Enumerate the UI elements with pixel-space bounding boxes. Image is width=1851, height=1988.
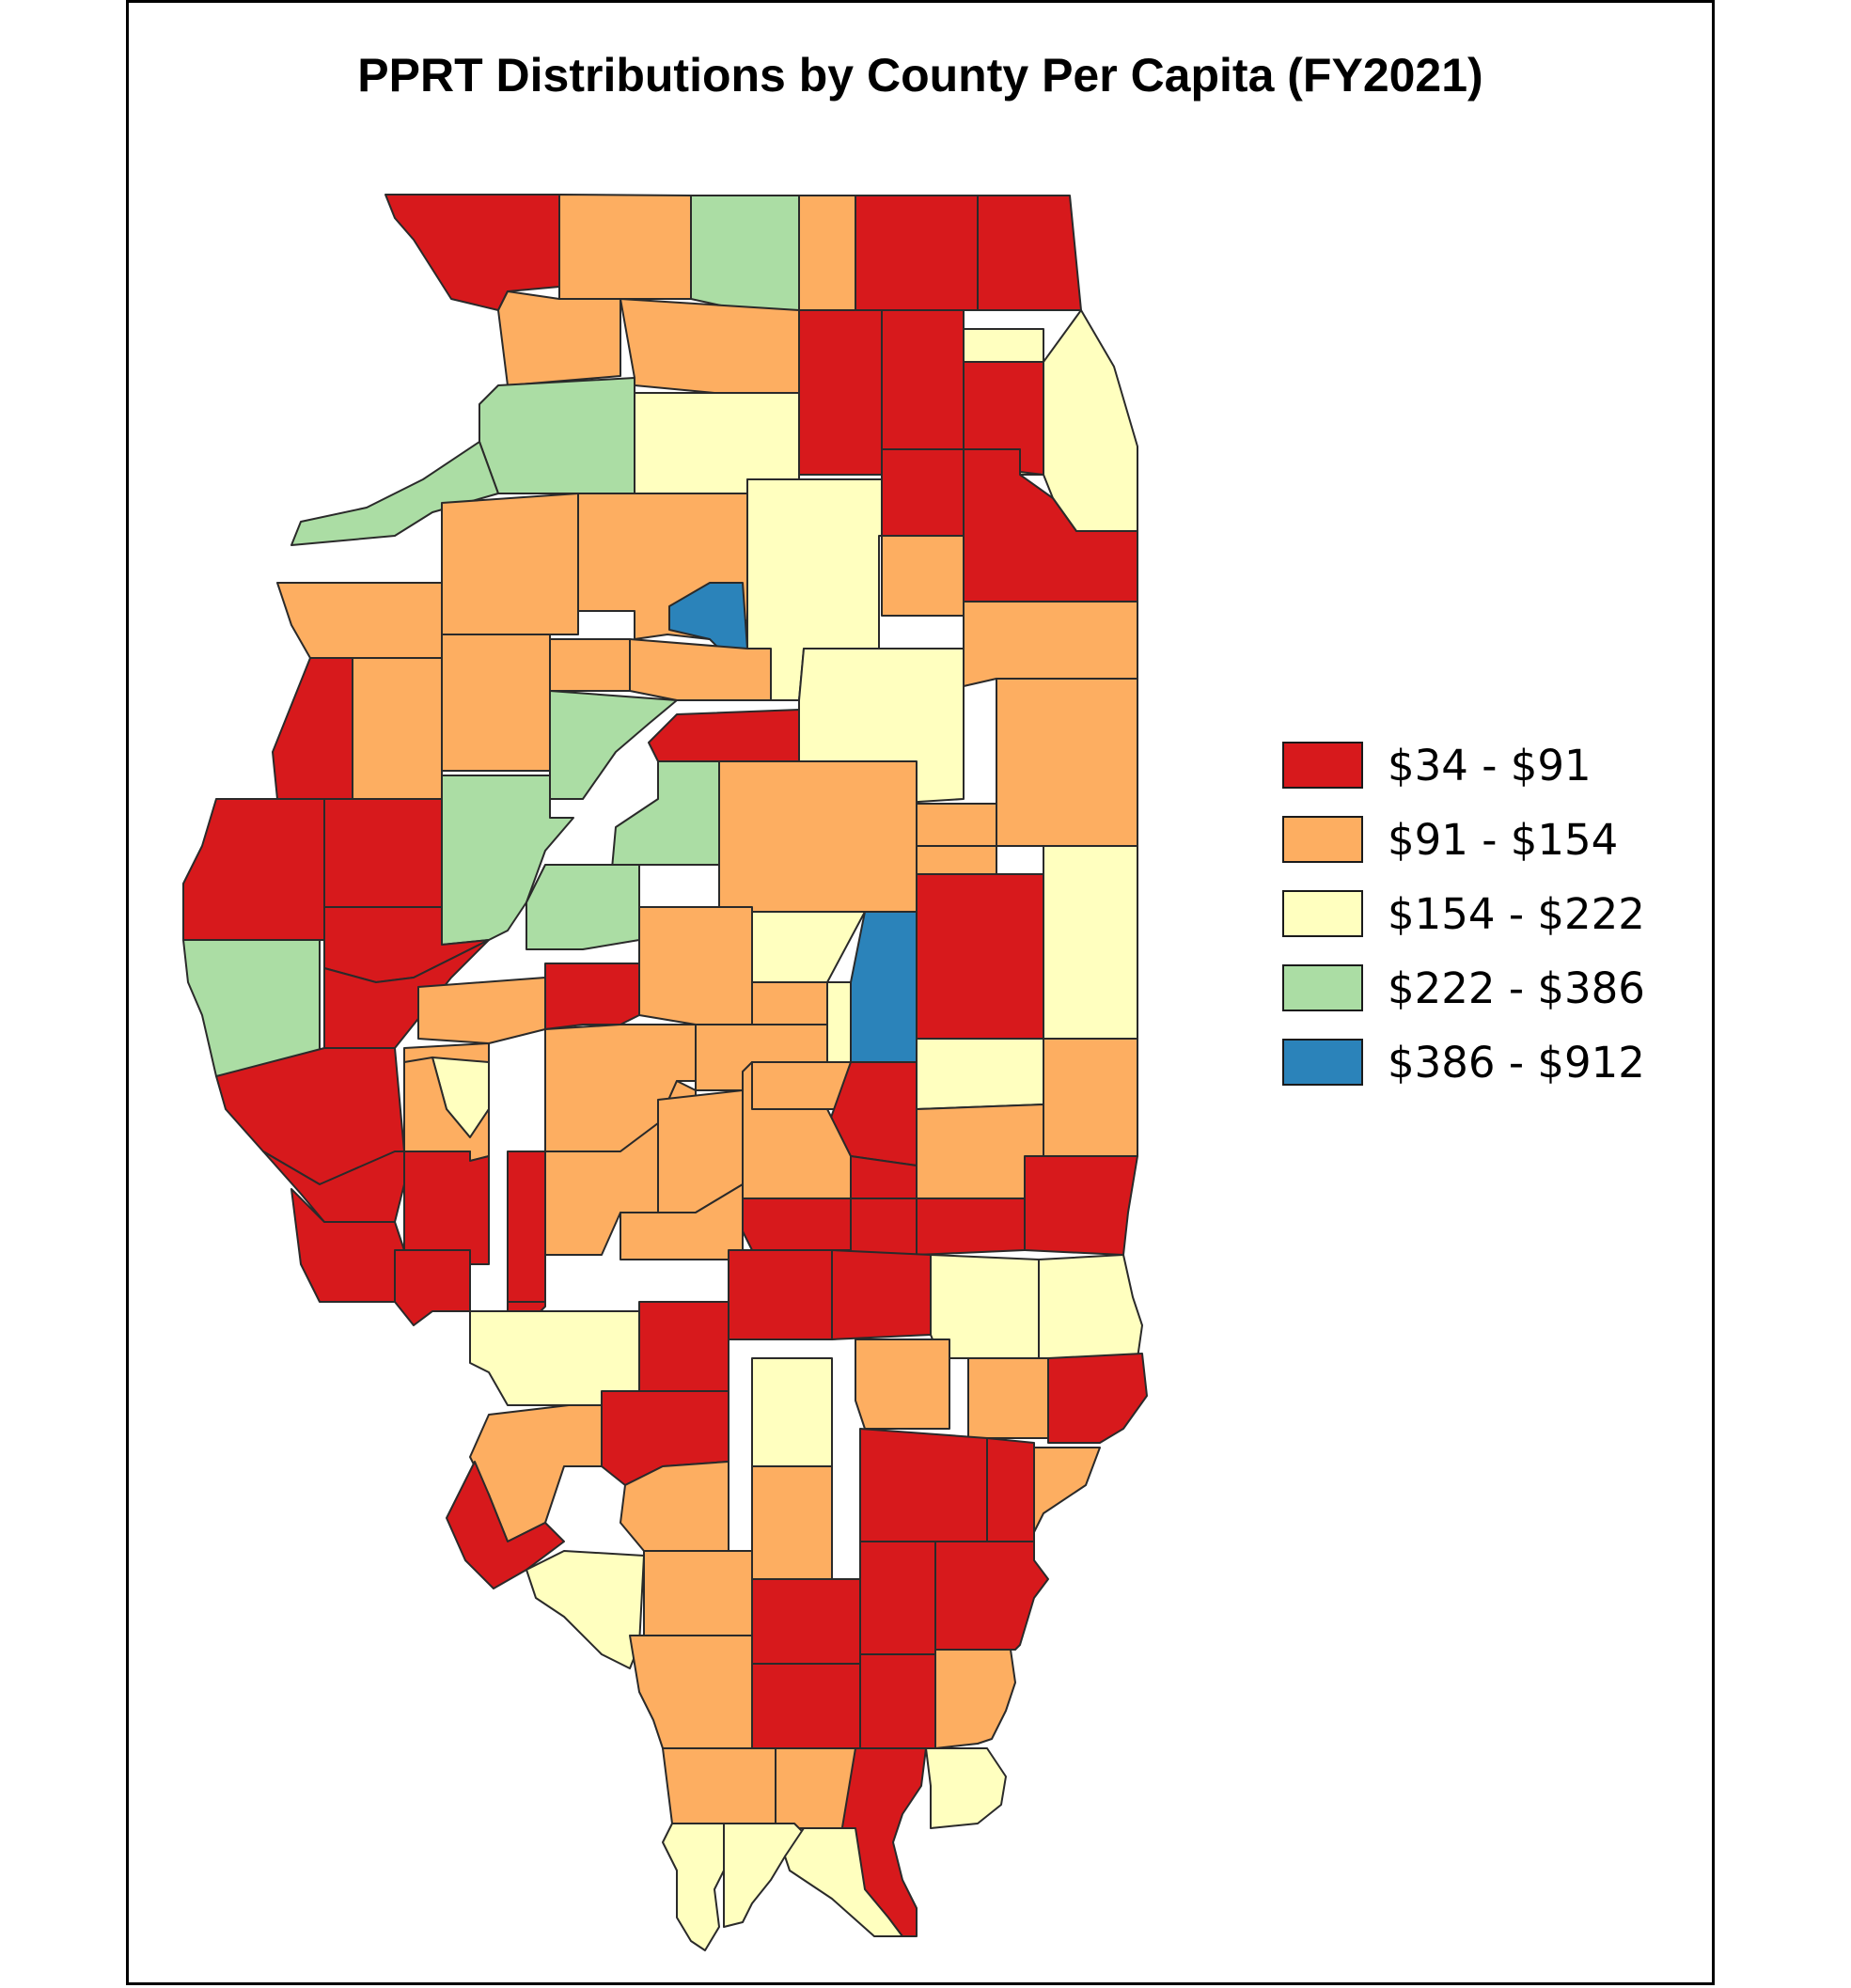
county-mercer	[276, 582, 443, 659]
county-stark	[549, 638, 631, 692]
county-dupage	[963, 361, 1044, 476]
county-franklin	[751, 1578, 861, 1665]
county-mason	[525, 864, 640, 950]
county-henderson	[272, 657, 353, 800]
county-boone	[798, 195, 856, 311]
county-jo-daviess	[384, 194, 560, 311]
county-williamson	[751, 1663, 861, 1749]
county-pulaski	[723, 1823, 805, 1928]
legend-swatch	[1282, 1039, 1363, 1086]
county-vermilion	[1043, 845, 1138, 1040]
county-jasper	[831, 1249, 932, 1340]
county-hardin	[925, 1747, 1007, 1829]
legend-label: $91 - $154	[1388, 815, 1619, 865]
county-ford-east	[916, 873, 1044, 1040]
county-dewitt	[751, 911, 866, 983]
county-kane	[881, 309, 965, 450]
legend-item: $222 - $386	[1282, 963, 1677, 1014]
legend-swatch	[1282, 964, 1363, 1011]
county-monroe	[446, 1461, 565, 1589]
county-madison	[394, 1249, 471, 1326]
county-iroquois	[996, 678, 1138, 847]
county-lake	[977, 195, 1082, 311]
county-hamilton	[859, 1541, 936, 1655]
county-union	[662, 1747, 776, 1824]
county-wabash	[1033, 1447, 1101, 1533]
map-title: PPRT Distributions by County Per Capita …	[357, 49, 1483, 102]
legend-label: $154 - $222	[1388, 889, 1645, 939]
county-lee	[634, 392, 800, 494]
county-jackson	[629, 1635, 753, 1749]
county-marshall	[629, 638, 772, 701]
county-champaign	[850, 911, 918, 1063]
county-marion-north	[638, 1301, 729, 1392]
county-warren	[352, 657, 443, 800]
county-stephenson	[558, 194, 692, 300]
county-massac	[784, 1827, 903, 1937]
county-white	[934, 1541, 1049, 1651]
county-cumberland	[850, 1197, 918, 1256]
legend-swatch	[1282, 890, 1363, 937]
county-clay	[855, 1338, 950, 1430]
county-piatt-south	[826, 981, 852, 1063]
county-whiteside	[478, 377, 635, 494]
county-logan	[638, 906, 753, 1025]
county-carroll	[497, 290, 621, 386]
county-lawrence	[1038, 1254, 1143, 1359]
legend-label: $386 - $912	[1388, 1038, 1645, 1088]
county-mclean	[718, 760, 918, 913]
county-marion	[751, 1357, 833, 1467]
legend-item: $154 - $222	[1282, 889, 1677, 940]
county-edwards	[986, 1437, 1035, 1542]
legend-label: $34 - $91	[1388, 741, 1592, 791]
county-kankakee	[963, 601, 1138, 687]
county-kendall	[881, 448, 965, 537]
county-crawford	[916, 1197, 1026, 1256]
legend-item: $91 - $154	[1282, 815, 1677, 866]
county-edgar-top	[916, 1038, 1044, 1110]
county-knox	[441, 634, 551, 772]
legend-label: $222 - $386	[1388, 963, 1645, 1013]
county-alexander	[662, 1823, 725, 1951]
county-menard	[417, 977, 546, 1044]
county-mcdonough	[323, 798, 443, 908]
county-mchenry	[855, 195, 979, 311]
legend-swatch	[1282, 816, 1363, 863]
county-madison-north	[507, 1151, 546, 1303]
county-cass	[544, 963, 640, 1030]
county-vermilion-south	[1024, 1155, 1138, 1256]
county-dekalb	[798, 309, 883, 476]
county-wabash-north	[1047, 1353, 1148, 1444]
county-effingham	[728, 1249, 833, 1340]
county-jefferson	[751, 1465, 833, 1580]
county-jersey	[403, 1151, 490, 1265]
county-henry	[441, 493, 579, 635]
legend-item: $386 - $912	[1282, 1038, 1677, 1088]
county-gallatin	[934, 1649, 1016, 1749]
county-hancock	[182, 798, 325, 941]
county-saline	[859, 1653, 936, 1749]
county-edgar	[1043, 1038, 1138, 1157]
county-wayne-north	[967, 1357, 1049, 1439]
county-grundy	[881, 535, 965, 617]
county-fayette	[742, 1197, 852, 1251]
legend-item: $34 - $91	[1282, 741, 1677, 791]
county-winnebago	[690, 195, 800, 311]
county-wayne	[859, 1428, 988, 1542]
county-tazewell	[610, 760, 720, 880]
county-randolph	[525, 1550, 645, 1669]
county-ogle	[620, 298, 800, 394]
county-perry	[643, 1550, 753, 1636]
legend-swatch	[1282, 742, 1363, 789]
